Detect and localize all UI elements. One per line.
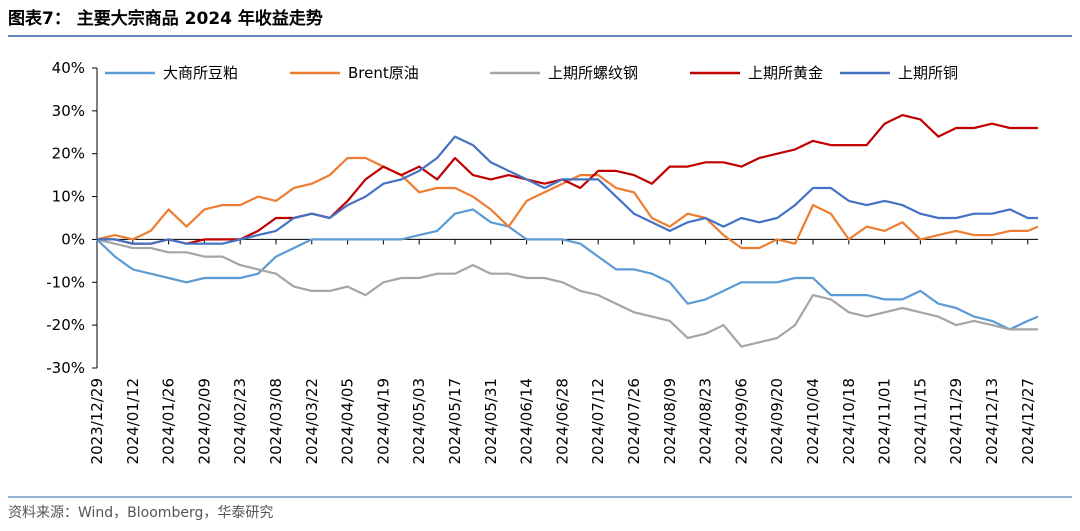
x-tick-label: 2023/12/29 <box>88 378 106 464</box>
legend-label: 上期所黄金 <box>748 64 823 82</box>
x-tick-label: 2024/06/28 <box>553 378 571 464</box>
series-line <box>97 135 1038 245</box>
x-tick-label: 2024/10/04 <box>804 378 822 464</box>
y-tick-label: -10% <box>46 273 85 291</box>
x-tick-label: 2024/10/18 <box>840 378 858 464</box>
x-tick-label: 2024/12/27 <box>1019 378 1037 464</box>
x-tick-label: 2024/11/29 <box>947 378 965 464</box>
x-tick-label: 2024/03/22 <box>303 378 321 464</box>
x-tick-label: 2024/08/23 <box>697 378 715 464</box>
x-tick-label: 2024/08/09 <box>661 378 679 464</box>
x-tick-label: 2024/09/20 <box>768 378 786 464</box>
x-tick-label: 2024/03/08 <box>267 378 285 464</box>
y-tick-label: 20% <box>52 145 85 163</box>
legend-label: 上期所螺纹钢 <box>548 64 638 82</box>
x-tick-label: 2024/04/19 <box>374 378 392 464</box>
x-tick-label: 2024/06/14 <box>518 378 536 464</box>
y-tick-label: 30% <box>52 102 85 120</box>
y-tick-label: -20% <box>46 316 85 334</box>
x-tick-label: 2024/04/05 <box>339 378 357 464</box>
legend-label: 大商所豆粕 <box>163 64 238 82</box>
x-tick-label: 2024/07/26 <box>625 378 643 464</box>
x-tick-label: 2024/07/12 <box>589 378 607 464</box>
x-tick-label: 2024/01/12 <box>124 378 142 464</box>
x-tick-label: 2024/02/09 <box>195 378 213 464</box>
x-tick-label: 2024/05/31 <box>482 378 500 464</box>
x-tick-label: 2024/01/26 <box>160 378 178 464</box>
legend-label: Brent原油 <box>348 64 419 82</box>
legend-label: 上期所铜 <box>898 64 958 82</box>
x-tick-label: 2024/12/13 <box>983 378 1001 464</box>
x-tick-label: 2024/05/03 <box>410 378 428 464</box>
x-tick-label: 2024/05/17 <box>446 378 464 464</box>
series-line <box>97 114 1038 245</box>
series-line <box>96 208 1039 331</box>
x-tick-label: 2024/02/23 <box>231 378 249 464</box>
source-note: 资料来源：Wind，Bloomberg，华泰研究 <box>8 505 273 521</box>
y-tick-label: 10% <box>52 188 85 206</box>
x-tick-label: 2024/11/01 <box>876 378 894 464</box>
y-tick-label: 40% <box>52 59 85 77</box>
page-title: 图表7： 主要大宗商品 2024 年收益走势 <box>8 8 323 29</box>
x-tick-label: 2024/11/15 <box>911 378 929 464</box>
y-tick-label: 0% <box>61 230 85 248</box>
x-tick-label: 2024/09/06 <box>732 378 750 464</box>
y-tick-label: -30% <box>46 359 85 377</box>
series-line <box>96 238 1038 348</box>
